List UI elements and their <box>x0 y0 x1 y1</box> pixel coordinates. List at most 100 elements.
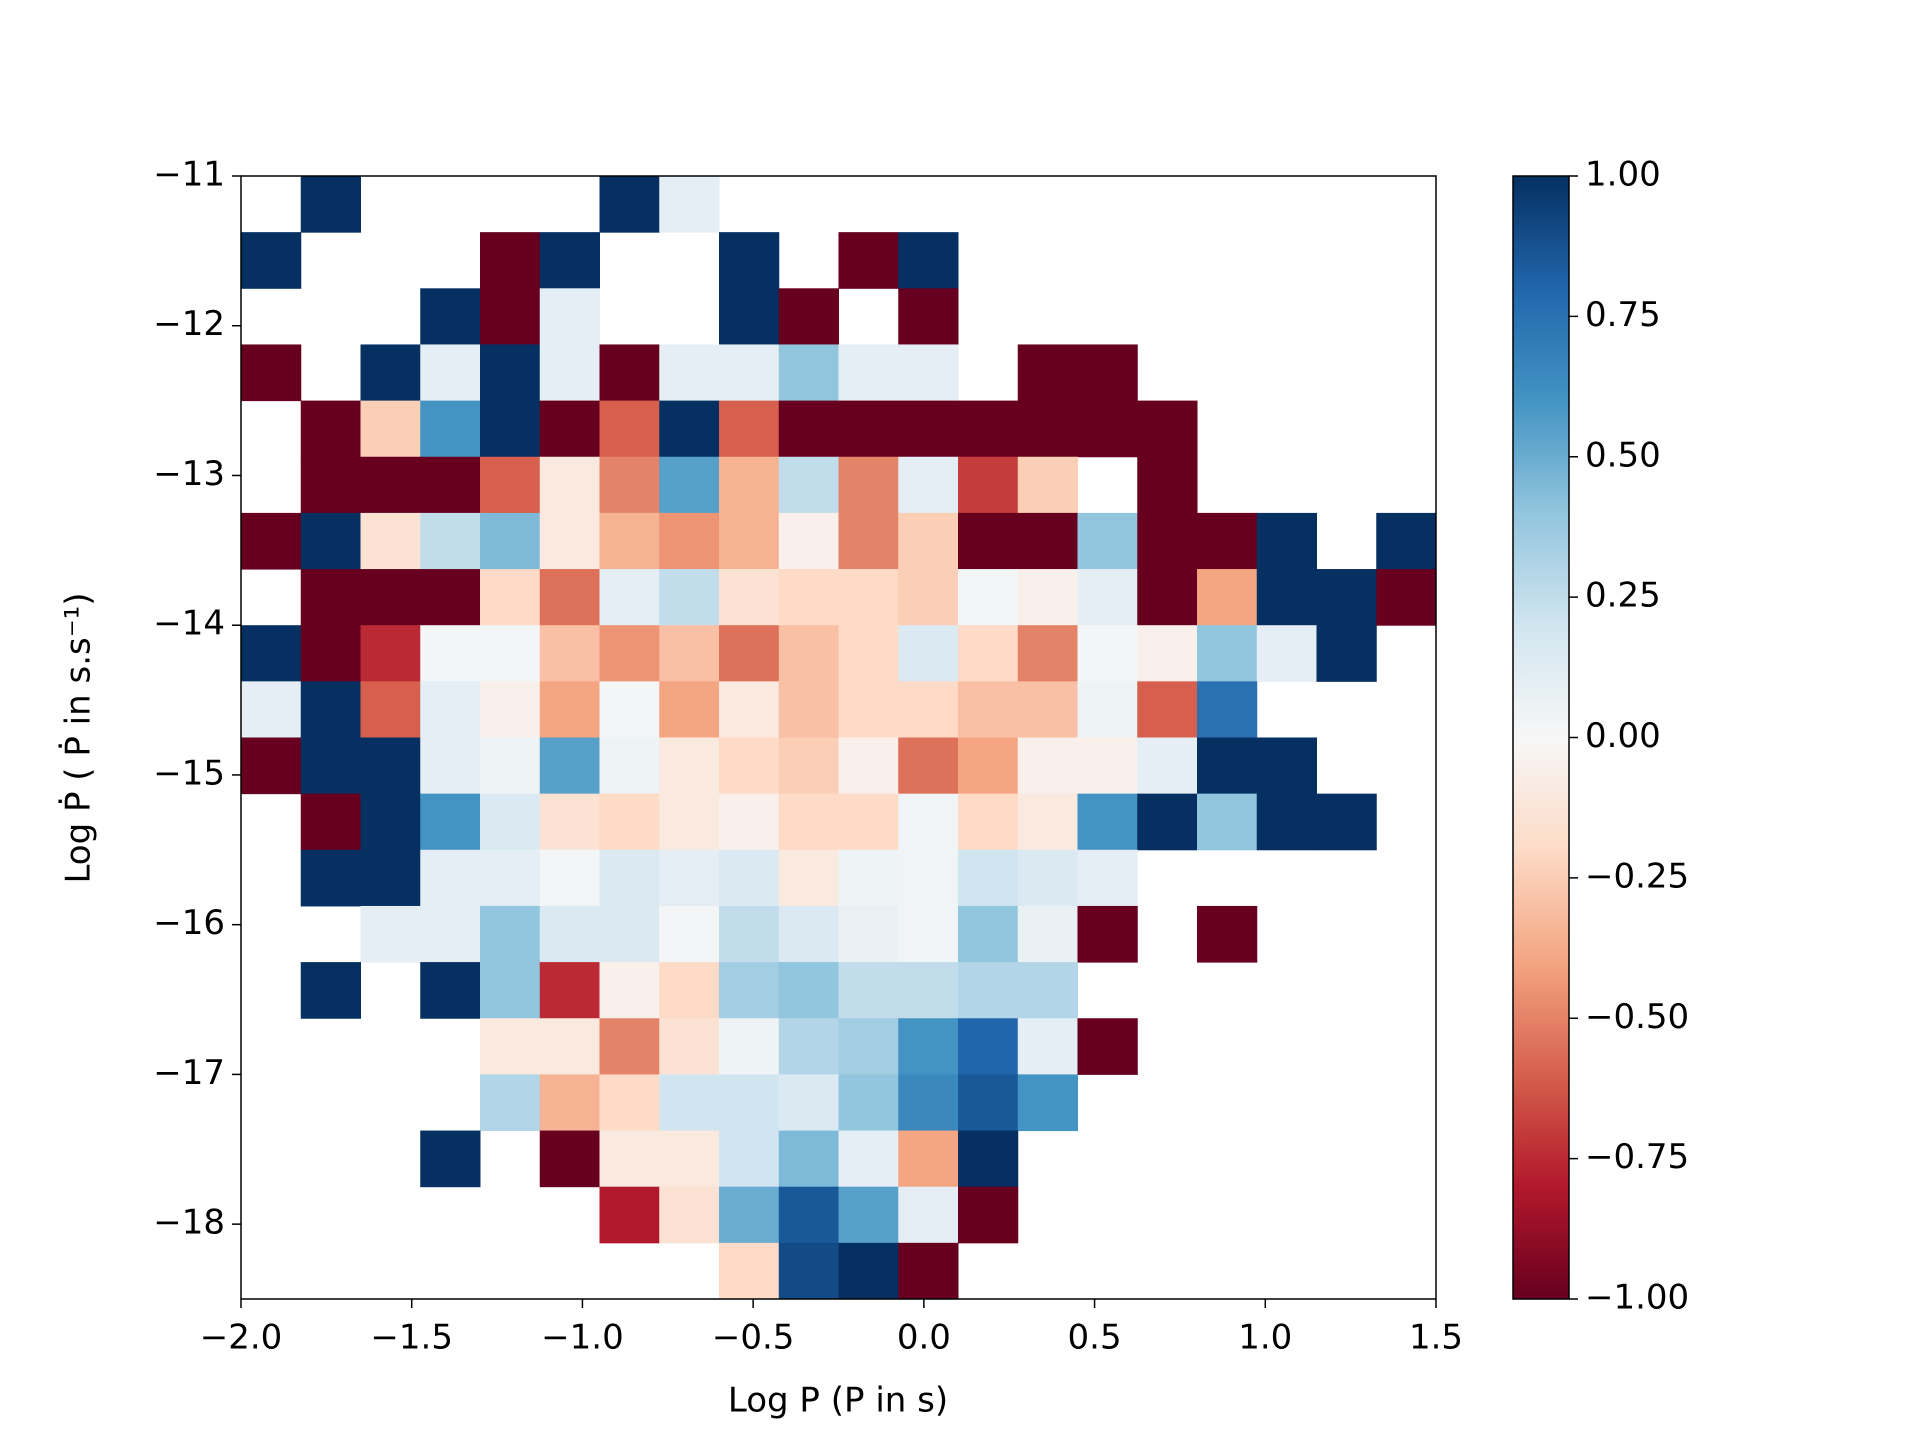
heatmap-cell <box>300 400 361 458</box>
heatmap-cell <box>778 625 839 682</box>
heatmap-cell <box>778 849 839 907</box>
heatmap-cell <box>1017 400 1078 458</box>
heatmap-cell <box>480 625 541 682</box>
heatmap-cell <box>1316 625 1377 682</box>
heatmap-cell <box>958 625 1019 682</box>
heatmap-cell <box>300 569 361 626</box>
heatmap-cell <box>480 288 541 345</box>
heatmap-cell <box>420 905 481 963</box>
heatmap-cell <box>898 232 959 289</box>
heatmap-cell <box>599 1074 660 1132</box>
heatmap-cell <box>1017 1074 1078 1132</box>
heatmap-cell <box>778 456 839 514</box>
heatmap-cell <box>659 176 720 233</box>
heatmap-cell <box>719 625 780 682</box>
heatmap-cell <box>838 1242 899 1300</box>
heatmap-cell <box>420 512 481 570</box>
y-axis-label: Log Ṗ ( Ṗ in s.s⁻¹) <box>59 592 99 883</box>
heatmap-cell <box>958 793 1019 851</box>
heatmap-cell <box>719 793 780 851</box>
heatmap-cell <box>360 400 421 458</box>
heatmap-cell <box>838 849 899 907</box>
heatmap-cell <box>778 681 839 738</box>
heatmap-cell <box>599 1130 660 1188</box>
colorbar-tick-label: 0.50 <box>1585 435 1661 475</box>
heatmap-cell <box>898 737 959 795</box>
heatmap-cell <box>1077 793 1138 851</box>
heatmap-cell <box>480 232 541 289</box>
heatmap-cell <box>1256 793 1317 851</box>
heatmap-cell <box>719 1074 780 1132</box>
heatmap-cell <box>838 1074 899 1132</box>
heatmap-cell <box>659 793 720 851</box>
heatmap-cell <box>420 1130 481 1188</box>
heatmap-cell <box>300 456 361 514</box>
heatmap-cell <box>300 681 361 738</box>
heatmap-cell <box>420 625 481 682</box>
heatmap-cell <box>719 849 780 907</box>
heatmap-cell <box>898 793 959 851</box>
heatmap-cell <box>1137 737 1198 795</box>
heatmap-cell <box>659 962 720 1019</box>
heatmap-cell <box>778 512 839 570</box>
heatmap-cell <box>659 1018 720 1075</box>
heatmap-cell <box>480 1018 541 1075</box>
heatmap-cell <box>838 400 899 458</box>
heatmap-cell <box>778 1074 839 1132</box>
colorbar-tick-label: −0.25 <box>1585 856 1689 896</box>
heatmap-cell <box>898 288 959 345</box>
heatmap-cell <box>539 288 600 345</box>
colorbar-tick-label: −0.75 <box>1585 1137 1689 1177</box>
heatmap-cell <box>778 962 839 1019</box>
heatmap-cell <box>539 793 600 851</box>
heatmap-cell <box>898 512 959 570</box>
heatmap-cell <box>1376 512 1437 570</box>
heatmap-cell <box>958 737 1019 795</box>
heatmap-cell <box>599 962 660 1019</box>
heatmap-cell <box>360 344 421 402</box>
y-tick-label: −18 <box>153 1203 225 1243</box>
heatmap-cell <box>958 1130 1019 1188</box>
heatmap-cell <box>838 1130 899 1188</box>
heatmap-cell <box>958 1186 1019 1244</box>
heatmap-cell <box>420 400 481 458</box>
heatmap-cell <box>1017 569 1078 626</box>
heatmap-cell <box>659 625 720 682</box>
heatmap-cell <box>420 344 481 402</box>
heatmap-cell <box>958 456 1019 514</box>
heatmap-cell <box>898 1242 959 1300</box>
heatmap-cell <box>599 1186 660 1244</box>
heatmap-cell <box>599 344 660 402</box>
heatmap-cell <box>778 400 839 458</box>
heatmap-cell <box>838 569 899 626</box>
heatmap-cell <box>539 232 600 289</box>
heatmap-cell <box>1137 681 1198 738</box>
heatmap-cell <box>898 400 959 458</box>
heatmap-cell <box>778 1242 839 1300</box>
heatmap-cell <box>360 849 421 907</box>
heatmap-cell <box>958 905 1019 963</box>
heatmap-cell <box>360 569 421 626</box>
heatmap-cell <box>1017 1018 1078 1075</box>
heatmap-cell <box>1256 625 1317 682</box>
x-tick-label: 1.0 <box>1238 1318 1292 1358</box>
heatmap-cell <box>778 344 839 402</box>
heatmap-cell <box>539 905 600 963</box>
heatmap-cell <box>420 793 481 851</box>
heatmap-cell <box>838 737 899 795</box>
heatmap-cell <box>838 232 899 289</box>
heatmap-cell <box>1316 793 1377 851</box>
heatmap-cell <box>659 1074 720 1132</box>
heatmap-cell <box>958 681 1019 738</box>
heatmap-cell <box>480 737 541 795</box>
heatmap-cell <box>838 1018 899 1075</box>
heatmap-cell <box>1197 737 1258 795</box>
heatmap-cell <box>360 625 421 682</box>
x-tick-label: 1.5 <box>1409 1318 1463 1358</box>
heatmap-cell <box>539 569 600 626</box>
heatmap-cell <box>599 793 660 851</box>
heatmap-cell <box>1017 456 1078 514</box>
x-tick-label: −2.0 <box>200 1318 283 1358</box>
heatmap-cell <box>300 962 361 1019</box>
y-tick-label: −13 <box>153 454 225 494</box>
